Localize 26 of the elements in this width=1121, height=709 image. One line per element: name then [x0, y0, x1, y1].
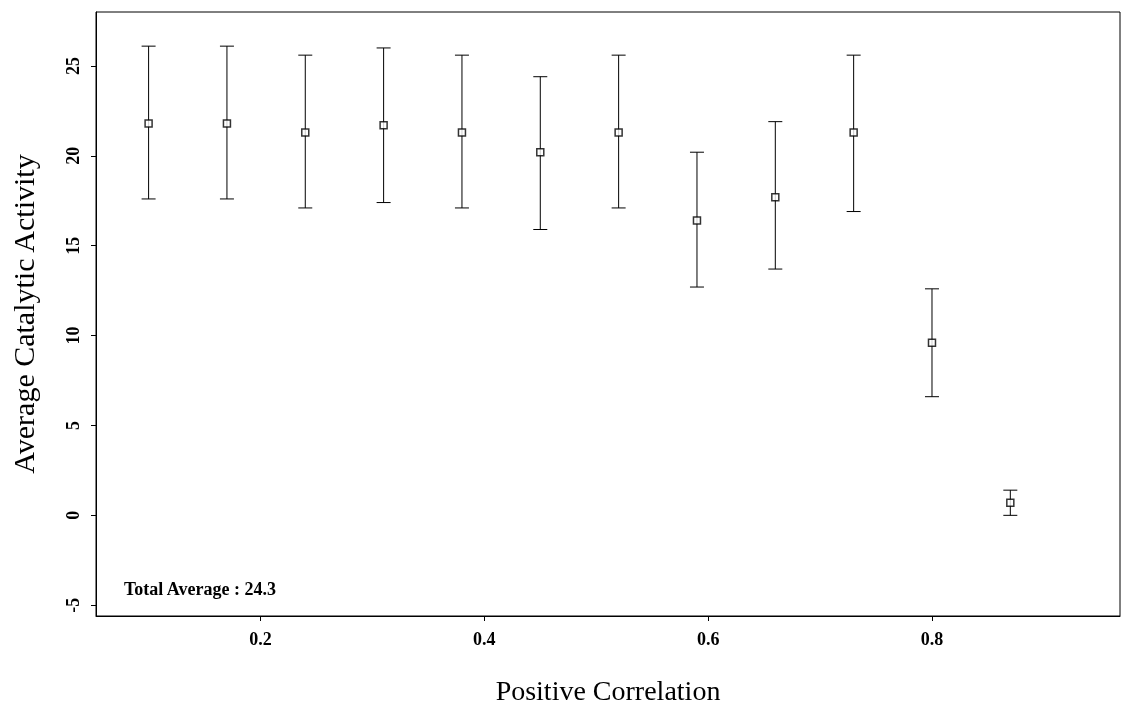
x-tick-label: 0.4	[473, 629, 496, 649]
annotation: Total Average : 24.3	[124, 579, 276, 599]
x-axis-title: Positive Correlation	[495, 674, 721, 706]
point	[457, 128, 467, 137]
x-tick-label: 0.6	[696, 629, 720, 649]
point	[379, 121, 388, 130]
y-tick-label: 15	[63, 236, 83, 255]
y-axis-title: Average Catalytic Activity	[6, 154, 40, 474]
y-tick-label: 0	[63, 510, 83, 520]
y-tick-label: 10	[63, 326, 83, 345]
x-tick-label: 0.8	[920, 629, 944, 649]
point	[301, 128, 310, 137]
point	[222, 119, 232, 128]
point	[536, 147, 545, 157]
point	[692, 216, 702, 225]
point	[927, 338, 937, 348]
y-tick-label: 5	[63, 420, 83, 430]
point	[614, 128, 623, 137]
x-tick-label: 0.2	[249, 629, 272, 649]
y-tick-label: 25	[63, 56, 83, 75]
point	[849, 128, 858, 137]
point	[1006, 498, 1015, 507]
point	[144, 119, 153, 128]
y-tick-label: 20	[63, 146, 83, 165]
y-tick-label: -5	[63, 597, 83, 613]
point	[771, 192, 780, 202]
